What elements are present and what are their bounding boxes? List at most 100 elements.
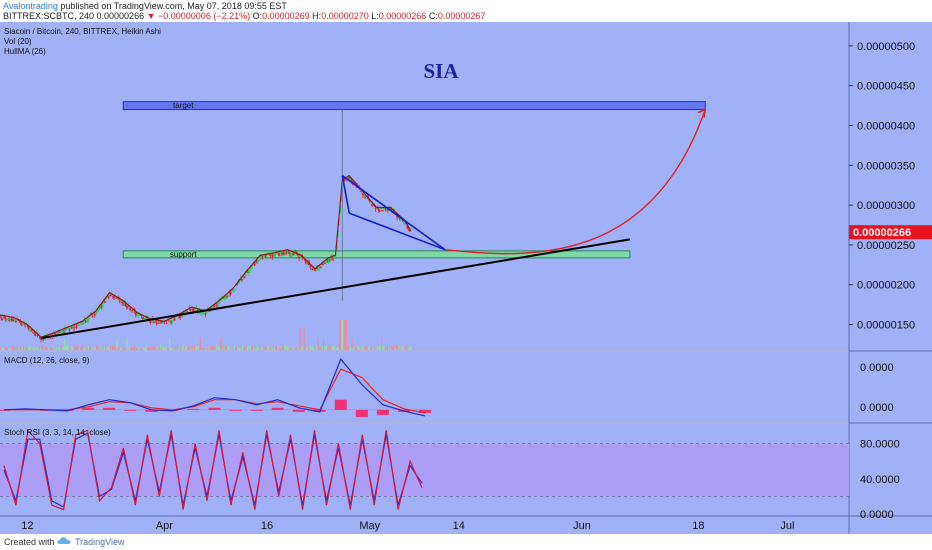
macd-legend[interactable]: MACD (12, 26, close, 9) — [4, 356, 90, 365]
volume-bar — [335, 348, 337, 350]
created-with-text: Created with — [4, 537, 55, 547]
candle — [308, 263, 311, 266]
volume-bar — [356, 348, 358, 350]
low-value: 0.00000266 — [378, 11, 427, 21]
candle — [52, 333, 55, 336]
volume-bar — [364, 347, 366, 350]
candle — [191, 308, 194, 311]
volume-bar — [125, 348, 127, 350]
time-tick-label: 18 — [692, 520, 704, 532]
volume-bar — [233, 345, 236, 350]
volume-bar — [176, 345, 179, 350]
candle — [311, 268, 314, 270]
candle — [36, 334, 39, 337]
volume-bar — [295, 346, 297, 350]
volume-bar — [276, 345, 278, 350]
volume-bar — [1, 348, 3, 350]
volume-bar — [216, 347, 219, 350]
volume-bar — [321, 345, 323, 350]
chart[interactable]: 0.00000500 0.00000450 0.00000400 0.00000350… — [0, 22, 932, 534]
candle — [82, 323, 85, 325]
volume-bar — [134, 346, 136, 350]
volume-bar — [370, 345, 373, 350]
wedge-upper-line — [341, 175, 446, 251]
candle — [280, 252, 283, 254]
candle — [169, 320, 171, 322]
candle — [58, 332, 61, 334]
rsi-legend[interactable]: Stoch RSI (3, 3, 14, 14, close) — [4, 428, 111, 437]
candle — [149, 321, 152, 323]
author-link[interactable]: Avalontrading — [3, 1, 58, 11]
volume-bar — [221, 348, 223, 350]
candle — [229, 292, 232, 295]
candle — [142, 317, 145, 319]
volume-bar — [219, 347, 221, 350]
vol-legend[interactable]: Vol (20) — [4, 37, 32, 46]
volume-bar — [383, 346, 385, 350]
candle — [298, 256, 300, 259]
publication-line: Avalontrading published on TradingView.c… — [3, 1, 287, 11]
candle — [109, 294, 112, 297]
volume-bar — [314, 346, 317, 350]
candle — [155, 322, 158, 324]
volume-bar — [146, 347, 148, 350]
volume-bar — [332, 346, 334, 350]
volume-bar — [158, 346, 160, 350]
volume-bar — [22, 345, 25, 350]
volume-bar — [13, 346, 15, 350]
volume-bar — [270, 348, 272, 350]
candle — [26, 326, 29, 328]
volume-bar — [70, 345, 72, 350]
volume-bar — [207, 348, 209, 350]
candle — [225, 295, 227, 298]
volume-bar — [365, 345, 367, 350]
volume-bar — [300, 328, 302, 350]
volume-bars — [0, 320, 413, 350]
volume-bar — [55, 347, 58, 350]
volume-bar — [215, 345, 217, 350]
candle — [181, 314, 184, 316]
volume-bar — [50, 346, 52, 350]
candle — [272, 256, 275, 258]
candle — [153, 321, 155, 323]
candle — [41, 338, 44, 340]
volume-bar — [4, 346, 6, 350]
close-value: 0.00000267 — [437, 11, 486, 21]
candle — [39, 336, 41, 339]
candle — [254, 261, 257, 263]
volume-bar — [123, 348, 125, 350]
candle — [11, 320, 14, 322]
candle — [318, 266, 321, 268]
candle — [359, 190, 362, 192]
candle — [140, 314, 143, 316]
volume-bar — [252, 345, 254, 350]
price-pane[interactable] — [0, 22, 849, 350]
candle — [256, 260, 259, 262]
volume-bar — [148, 347, 150, 350]
volume-bar — [180, 348, 182, 350]
candle — [291, 252, 294, 254]
volume-bar — [2, 348, 4, 350]
volume-bar — [189, 345, 191, 350]
tradingview-brand[interactable]: TradingView — [75, 537, 125, 547]
candle — [241, 279, 243, 281]
volume-bar — [293, 348, 295, 350]
candle — [218, 300, 220, 303]
candle — [86, 320, 89, 322]
hma-legend[interactable]: HullMA (26) — [4, 47, 46, 56]
candle — [83, 319, 86, 322]
volume-bar — [341, 320, 343, 350]
volume-bar — [197, 345, 199, 350]
volume-bar — [52, 348, 54, 350]
candle — [404, 223, 407, 225]
volume-bar — [51, 348, 53, 350]
macd-axis: 0.0000 0.0000 — [860, 362, 894, 414]
candle — [189, 309, 192, 311]
time-tick-label: 12 — [21, 520, 33, 532]
main-legend[interactable]: Siacoin / Bitcoin, 240, BITTREX, Heikin … — [4, 27, 161, 36]
candle — [59, 331, 62, 333]
candle — [403, 222, 405, 224]
volume-bar — [96, 345, 99, 350]
macd-histogram-bar — [334, 399, 347, 410]
volume-bar — [235, 345, 237, 350]
